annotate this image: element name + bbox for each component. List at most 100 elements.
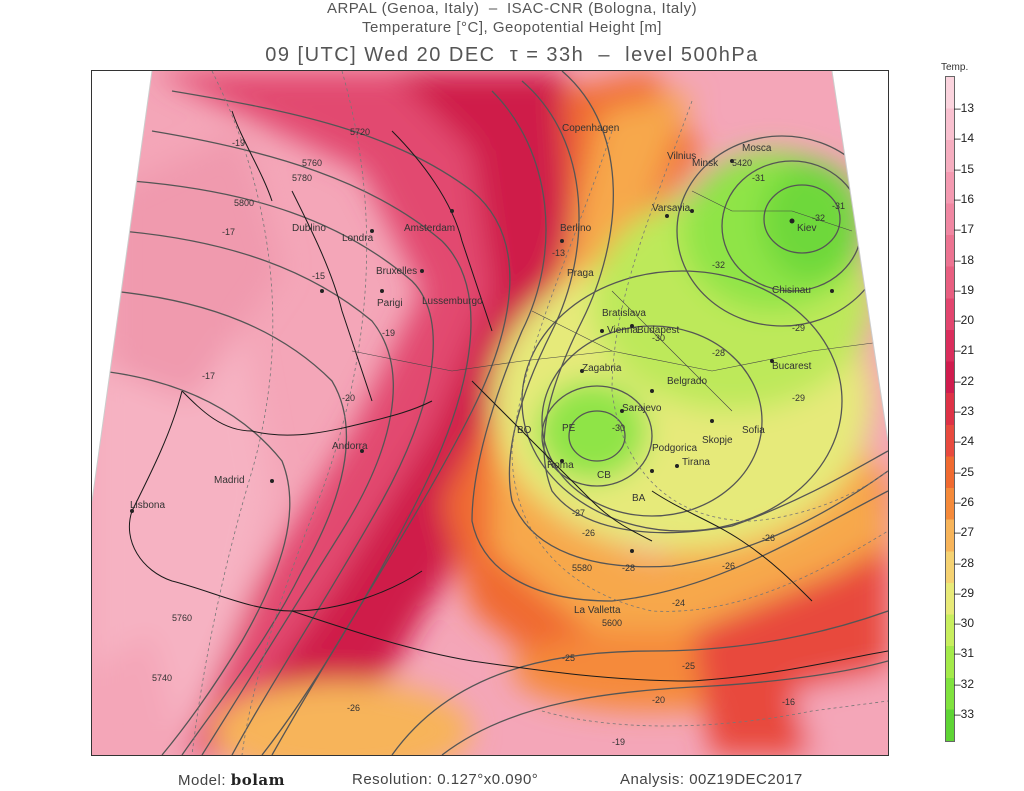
city-label: BO (517, 425, 532, 436)
city-label: Minsk (692, 158, 719, 169)
colorbar-tick-label: –32 (954, 676, 975, 691)
contour-value-label: -19 (232, 138, 245, 148)
colorbar-tick-label: –16 (954, 191, 975, 206)
city-markers (130, 159, 834, 553)
city-label: Lussemburgo (422, 296, 483, 307)
city-label: Copenhagen (562, 123, 619, 134)
city-label: Dublino (292, 223, 326, 234)
temperature-colorbar (945, 76, 955, 742)
contour-value-label: 5780 (292, 173, 312, 183)
contour-value-label: -15 (312, 271, 325, 281)
colorbar-tick-label: –19 (954, 282, 975, 297)
colorbar-tick-label: –28 (954, 555, 975, 570)
contour-labels: 5720 5760 5780 5800 5760 5740 5420 5580 5600 -19 -… (152, 127, 845, 747)
colorbar-tick-label: –14 (954, 131, 975, 146)
contour-value-label: -19 (382, 328, 395, 338)
header-variables: Temperature [°C], Geopotential Height [m… (362, 19, 662, 36)
colorbar-tick-label: –18 (954, 252, 975, 267)
city-label: Varsavia (652, 203, 691, 214)
colorbar-tick-label: –21 (954, 343, 975, 358)
contour-value-label: -29 (792, 323, 805, 333)
city-label: Londra (342, 233, 374, 244)
colorbar-tick-label: –25 (954, 464, 975, 479)
contour-value-label: -30 (652, 333, 665, 343)
contour-value-label: 5740 (152, 673, 172, 683)
city-label: Chisinau (772, 285, 811, 296)
city-label: Praga (567, 268, 594, 279)
contour-value-label: -24 (672, 598, 685, 608)
weather-map: Mosca Minsk Vilnius Kiev Varsavia Chisinau Buc… (91, 70, 889, 756)
city-label: BA (632, 493, 646, 504)
city-label: Sarajevo (622, 403, 662, 414)
colorbar-tick-label: –20 (954, 313, 975, 328)
footer-model-label: Model: (178, 772, 227, 789)
city-label: Kiev (797, 223, 816, 234)
contour-value-label: 5760 (172, 613, 192, 623)
colorbar-tick-label: –30 (954, 616, 975, 631)
city-label: Roma (547, 460, 574, 471)
height-contours (101, 71, 888, 755)
city-label: La Valletta (574, 605, 621, 616)
contour-value-label: -28 (712, 348, 725, 358)
colorbar-tick-label: –22 (954, 373, 975, 388)
footer-analysis: Analysis: 00Z19DEC2017 (620, 771, 803, 788)
contour-value-label: -30 (612, 423, 625, 433)
colorbar-tick-label: –15 (954, 161, 975, 176)
colorbar-title: Temp. (941, 62, 969, 73)
contour-value-label: -20 (652, 695, 665, 705)
city-label: PE (562, 423, 576, 434)
city-label: Budapest (637, 325, 679, 336)
contour-value-label: -29 (792, 393, 805, 403)
city-label: Belgrado (667, 376, 707, 387)
footer-model: Model: bolam (178, 771, 285, 789)
city-label: Berlino (560, 223, 592, 234)
contour-value-label: 5800 (234, 198, 254, 208)
contour-value-label: -25 (682, 661, 695, 671)
contour-value-label: -32 (812, 213, 825, 223)
contour-value-label: -16 (782, 697, 795, 707)
city-label: Tirana (682, 457, 710, 468)
city-label: Sofia (742, 425, 765, 436)
contour-value-label: -19 (612, 737, 625, 747)
colorbar-tick-label: –23 (954, 404, 975, 418)
header-institutions: ARPAL (Genoa, Italy) – ISAC-CNR (Bologna… (326, 0, 698, 17)
contour-value-label: 5420 (732, 158, 752, 168)
contour-value-label: -31 (752, 173, 765, 183)
colorbar-tick-label: –29 (954, 585, 975, 600)
city-label: Lisbona (130, 500, 165, 511)
contour-value-label: -13 (552, 248, 565, 258)
city-label: Vienna (607, 325, 638, 336)
city-label: Vilnius (667, 151, 696, 162)
city-label: Skopje (702, 435, 733, 446)
isotherms (191, 71, 888, 755)
contour-value-label: -28 (622, 563, 635, 573)
header-time-level: 09 [UTC] Wed 20 DEC τ = 33h – level 500h… (265, 44, 759, 66)
contour-value-label: -27 (572, 508, 585, 518)
city-label: Bucarest (772, 361, 812, 372)
city-label: Madrid (214, 475, 245, 486)
contour-value-label: -26 (722, 561, 735, 571)
city-label: Podgorica (652, 443, 697, 454)
city-label: Zagabria (582, 363, 622, 374)
contour-value-label: -17 (222, 227, 235, 237)
colorbar-tick-label: –33 (954, 707, 975, 721)
contour-value-label: -25 (562, 653, 575, 663)
contour-value-label: 5580 (572, 563, 592, 573)
colorbar-tick-label: –27 (954, 525, 975, 540)
coastlines (128, 110, 888, 682)
colorbar-tick-label: –24 (954, 434, 975, 449)
contour-value-label: 5720 (350, 127, 370, 137)
footer-model-value: bolam (230, 771, 285, 789)
city-label: Andorra (332, 441, 368, 452)
contour-value-label: -20 (342, 393, 355, 403)
contour-value-label: -26 (347, 703, 360, 713)
contour-value-label: -17 (202, 371, 215, 381)
colorbar-tick-label: –26 (954, 494, 975, 509)
contour-value-label: -26 (582, 528, 595, 538)
contour-value-label: 5600 (602, 618, 622, 628)
footer-resolution: Resolution: 0.127°x0.090° (352, 771, 539, 788)
contour-value-label: 5760 (302, 158, 322, 168)
colorbar-tick-label: –17 (954, 222, 975, 237)
contour-value-label: -32 (712, 260, 725, 270)
